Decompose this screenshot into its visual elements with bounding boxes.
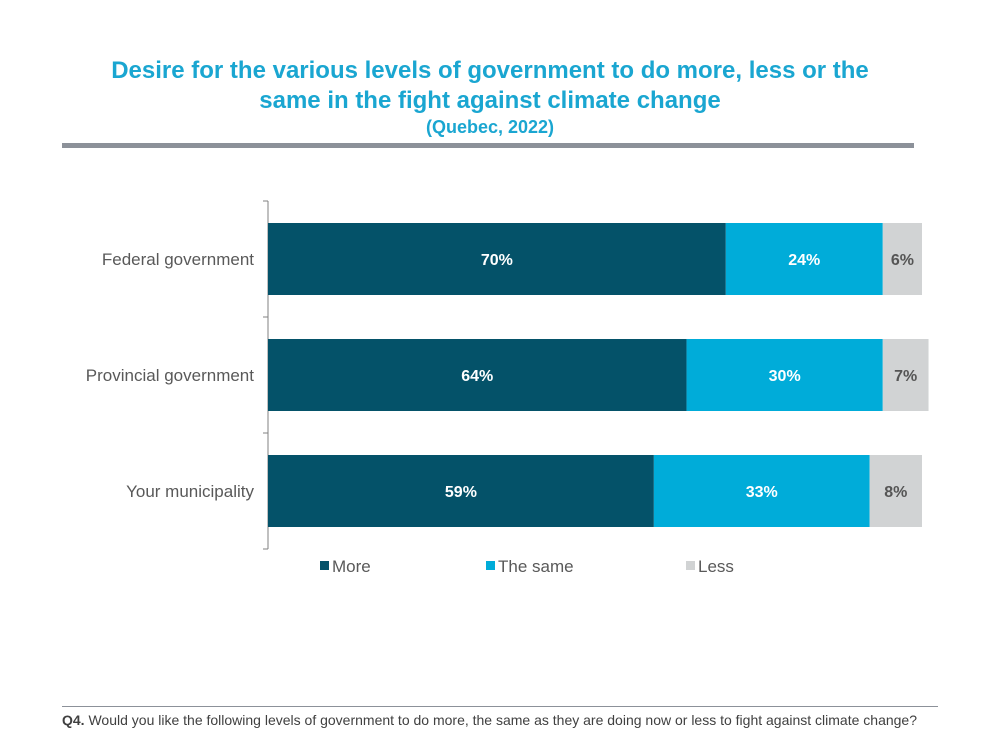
footnote-text: Would you like the following levels of g… — [84, 712, 918, 728]
data-label: 33% — [746, 484, 778, 501]
stacked-bar-chart: Federal government 70% 24% 6% Provincial gov… — [86, 200, 929, 576]
bar-segment — [686, 339, 883, 411]
legend-swatch — [686, 561, 695, 570]
footnote: Q4. Would you like the following levels … — [62, 712, 982, 728]
legend-label: The same — [498, 557, 574, 576]
chart-title-line-1: Desire for the various levels of governm… — [111, 57, 869, 84]
bar-segment — [653, 455, 870, 527]
legend-label: More — [332, 557, 371, 576]
chart-title-line-2: same in the fight against climate change — [259, 87, 721, 114]
category-label: Your municipality — [126, 482, 254, 501]
data-label: 59% — [445, 484, 477, 501]
bar-segment — [869, 455, 922, 527]
bar-segment — [725, 223, 883, 295]
data-label: 64% — [461, 368, 493, 385]
chart-title: Desire for the various levels of governm… — [40, 56, 940, 116]
bar-segment — [268, 339, 687, 411]
bar-segment — [268, 455, 654, 527]
legend-swatch — [486, 561, 495, 570]
category-label: Federal government — [102, 250, 254, 269]
footnote-divider — [62, 706, 938, 707]
footnote-label: Q4. — [62, 712, 85, 728]
data-label: 8% — [884, 484, 907, 501]
data-label: 70% — [481, 252, 513, 269]
category-label: Provincial government — [86, 366, 254, 385]
bar-segment — [882, 223, 922, 295]
title-divider — [62, 143, 914, 148]
legend-swatch — [320, 561, 329, 570]
chart-subtitle: (Quebec, 2022) — [425, 117, 555, 137]
legend-label: Less — [698, 557, 734, 576]
data-label: 24% — [788, 252, 820, 269]
bar-segment — [268, 223, 726, 295]
bar-segment — [882, 339, 929, 411]
data-label: 7% — [894, 368, 917, 385]
data-label: 6% — [891, 252, 914, 269]
data-label: 30% — [769, 368, 801, 385]
